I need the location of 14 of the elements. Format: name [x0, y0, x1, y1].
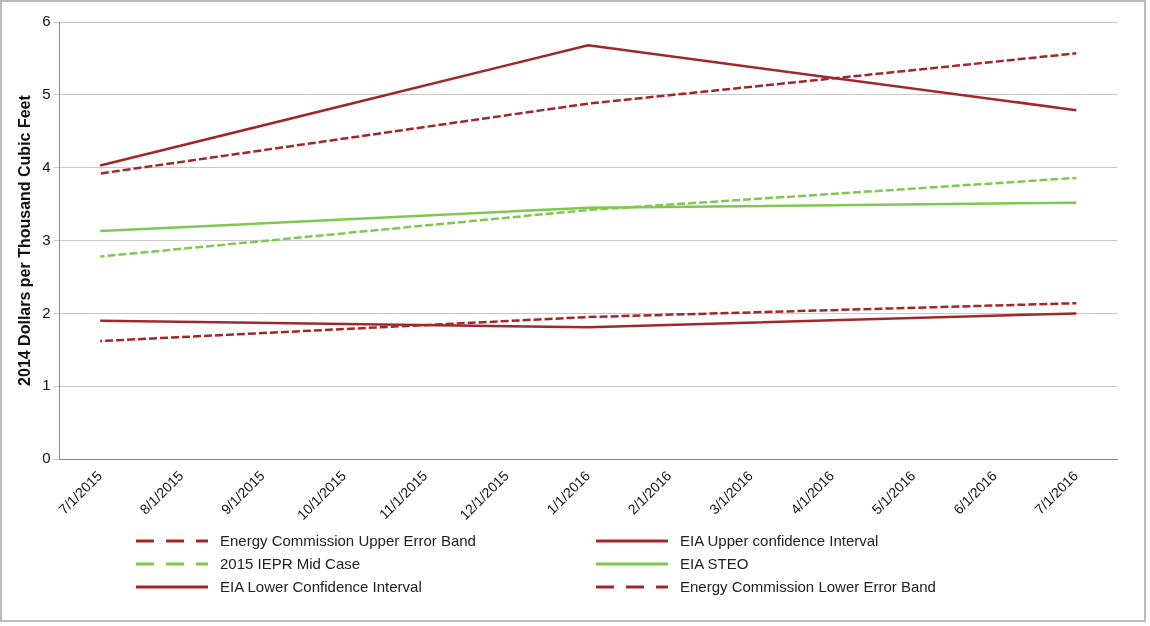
legend-label: EIA Lower Confidence Interval [220, 578, 422, 595]
y-tick-label: 3 [42, 230, 51, 248]
y-tick-label: 2 [42, 303, 51, 321]
y-tick-label: 1 [42, 376, 51, 394]
legend-label: Energy Commission Upper Error Band [220, 532, 476, 549]
y-tick-label: 6 [42, 12, 51, 30]
y-tick-label: 5 [42, 84, 51, 102]
y-tick-label: 0 [42, 449, 51, 467]
legend-label: Energy Commission Lower Error Band [680, 578, 936, 595]
legend-label: 2015 IEPR Mid Case [220, 555, 361, 572]
legend-label: EIA Upper confidence Interval [680, 532, 879, 549]
y-tick-label: 4 [42, 157, 51, 175]
y-axis-title: 2014 Dollars per Thousand Cubic Feet [16, 94, 34, 386]
legend-label: EIA STEO [680, 555, 749, 572]
